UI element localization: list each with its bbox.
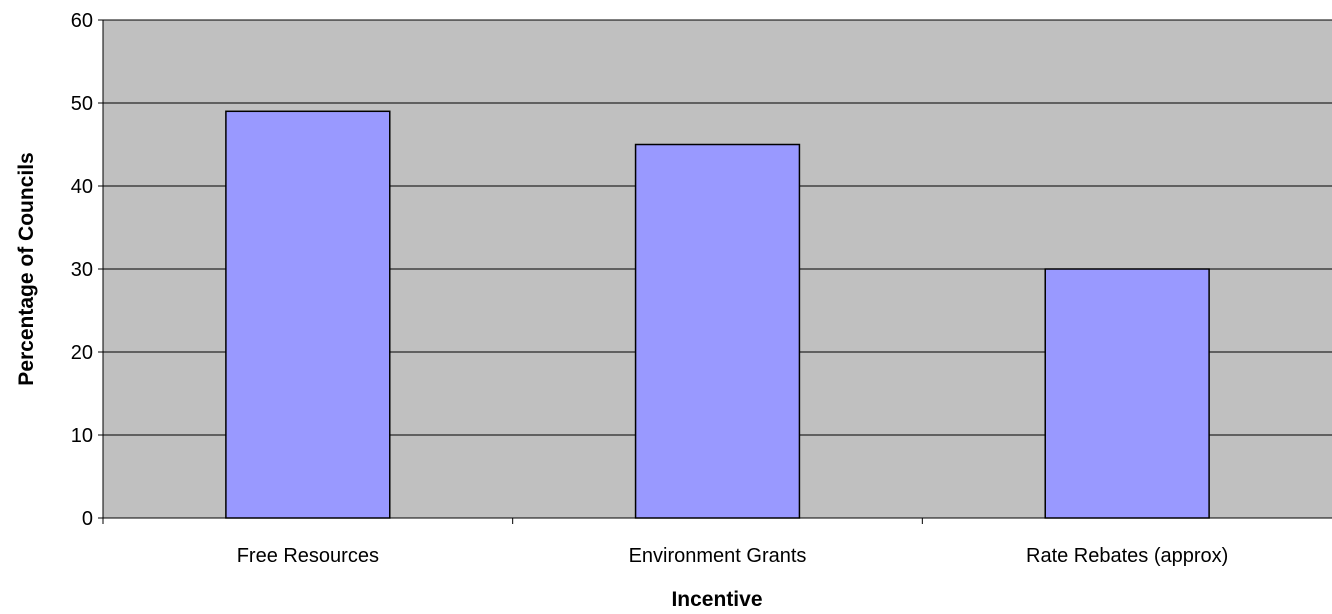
y-tick-label: 50 [71, 93, 93, 115]
y-tick-label: 60 [71, 10, 93, 32]
y-tick-label: 40 [71, 176, 93, 198]
x-tick-label: Environment Grants [629, 545, 807, 567]
x-tick-label: Free Resources [237, 545, 379, 567]
x-axis-ticks: Free Resources Environment Grants Rate Reb… [102, 518, 1228, 567]
x-tick-label: Rate Rebates (approx) [1026, 545, 1228, 567]
bar-free-resources [225, 110, 391, 519]
x-axis-title: Incentive [671, 588, 762, 611]
y-tick-label: 0 [82, 508, 93, 530]
y-tick-label: 30 [71, 259, 93, 281]
y-axis-ticks: 0 10 20 30 40 50 60 [71, 10, 103, 530]
bars [225, 110, 1210, 519]
y-tick-label: 10 [71, 425, 93, 447]
bar-rate-rebates-approx [1044, 268, 1210, 519]
bar-environment-grants [634, 143, 801, 519]
y-tick-label: 20 [71, 342, 93, 364]
y-axis-title: Percentage of Councils [15, 152, 38, 385]
